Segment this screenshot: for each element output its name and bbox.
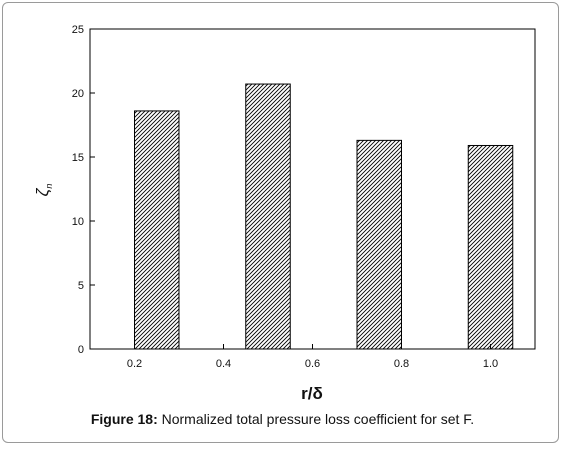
caption-label: Figure 18:: [90, 411, 158, 427]
x-tick-label: 0.2: [127, 358, 142, 370]
x-tick-label: 0.6: [305, 358, 320, 370]
caption-text: Normalized total pressure loss coefficie…: [157, 411, 475, 427]
y-tick-label: 0: [78, 344, 84, 356]
x-tick-label: 0.4: [216, 358, 231, 370]
x-axis-title: r/δ: [301, 384, 323, 403]
y-tick-label: 5: [78, 280, 84, 292]
x-tick-label: 1.0: [483, 358, 498, 370]
x-tick-label: 0.8: [394, 358, 409, 370]
bar-0.5: [245, 83, 291, 350]
y-tick-label: 15: [72, 152, 84, 164]
bar-0.25: [134, 110, 180, 350]
y-tick-label: 20: [72, 88, 84, 100]
y-axis-subscript: n: [44, 184, 54, 189]
svg-text:ζn: ζn: [33, 184, 54, 197]
y-tick-label: 25: [72, 24, 84, 36]
bar-chart: 0 5 10 15 20 25 0.2 0.4 0.6 0.8 1.0 r/δ ζn: [33, 24, 536, 403]
bar-1.0: [467, 144, 514, 350]
figure-caption: Figure 18: Normalized total pressure los…: [0, 411, 565, 427]
bar-0.75: [356, 139, 402, 350]
y-tick-label: 10: [72, 216, 84, 228]
y-axis-title: ζn: [33, 184, 54, 197]
y-axis-symbol: ζ: [33, 187, 52, 196]
